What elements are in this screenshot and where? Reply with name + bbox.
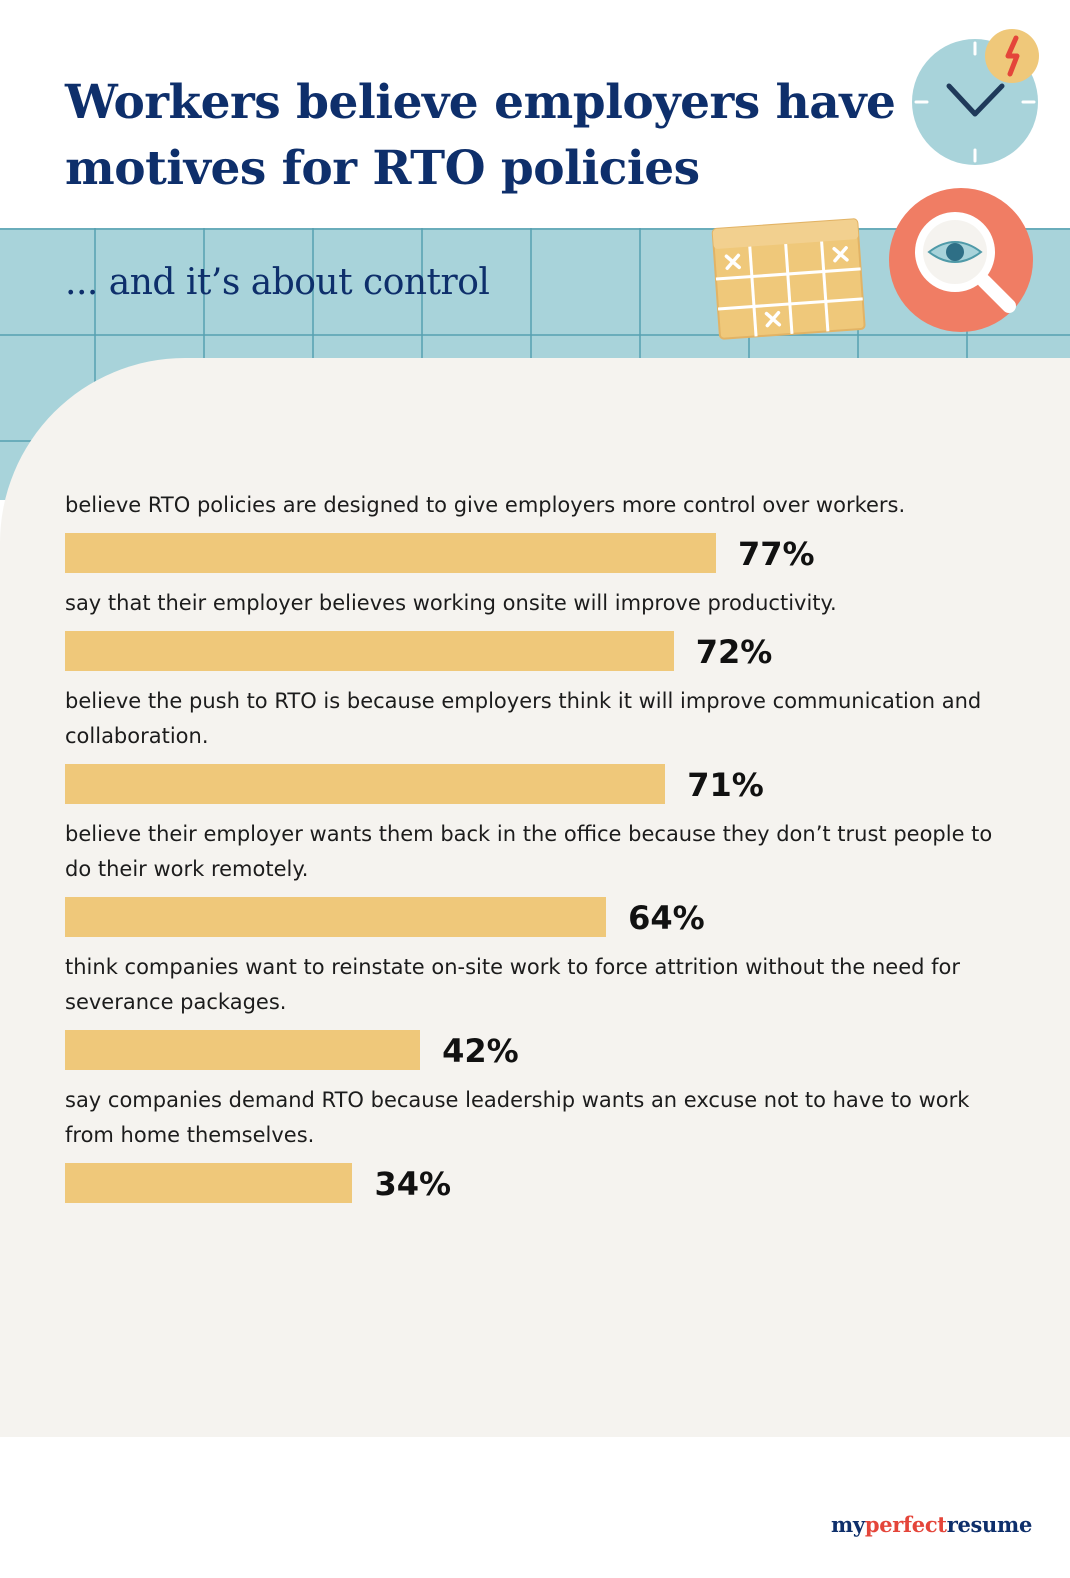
page-title: Workers believe employers have motives f… [65,75,896,196]
bar-chart: believe RTO policies are designed to giv… [65,488,1025,1216]
chart-item: believe their employer wants them back i… [65,817,1025,937]
bar-row: 71% [65,764,1025,804]
bar-row: 42% [65,1030,1025,1070]
data-label: 34% [374,1165,452,1203]
chart-item: believe RTO policies are designed to giv… [65,488,1025,573]
bar-row: 34% [65,1163,1025,1203]
bar [65,1163,353,1203]
bar-row: 77% [65,533,1025,573]
lightning-icon [985,29,1039,83]
bar-row: 64% [65,897,1025,937]
data-label: 42% [442,1032,519,1070]
data-label: 64% [628,899,705,937]
magnifier-eye-icon [889,188,1033,332]
chart-item: think companies want to reinstate on-sit… [65,950,1025,1070]
category-label: believe RTO policies are designed to giv… [65,493,906,517]
bar [65,764,666,804]
data-label: 77% [738,535,815,573]
calendar-icon [711,218,866,340]
category-label: think companies want to reinstate on-sit… [65,955,961,1014]
bar [65,631,674,671]
category-label: say that their employer believes working… [65,591,837,615]
bar [65,533,716,573]
category-label: say companies demand RTO because leaders… [65,1088,970,1147]
data-label: 71% [687,766,764,804]
bar [65,897,607,937]
data-label: 72% [695,633,773,671]
brand-logo: myperfectresume [830,1512,1032,1537]
bar-row: 72% [65,631,1025,671]
bar [65,1030,421,1070]
category-label: believe the push to RTO is because emplo… [65,689,982,748]
chart-item: say that their employer believes working… [65,586,1025,671]
page-subtitle: ... and it’s about control [65,262,490,303]
chart-item: believe the push to RTO is because emplo… [65,684,1025,804]
chart-item: say companies demand RTO because leaders… [65,1083,1025,1203]
category-label: believe their employer wants them back i… [65,822,993,881]
